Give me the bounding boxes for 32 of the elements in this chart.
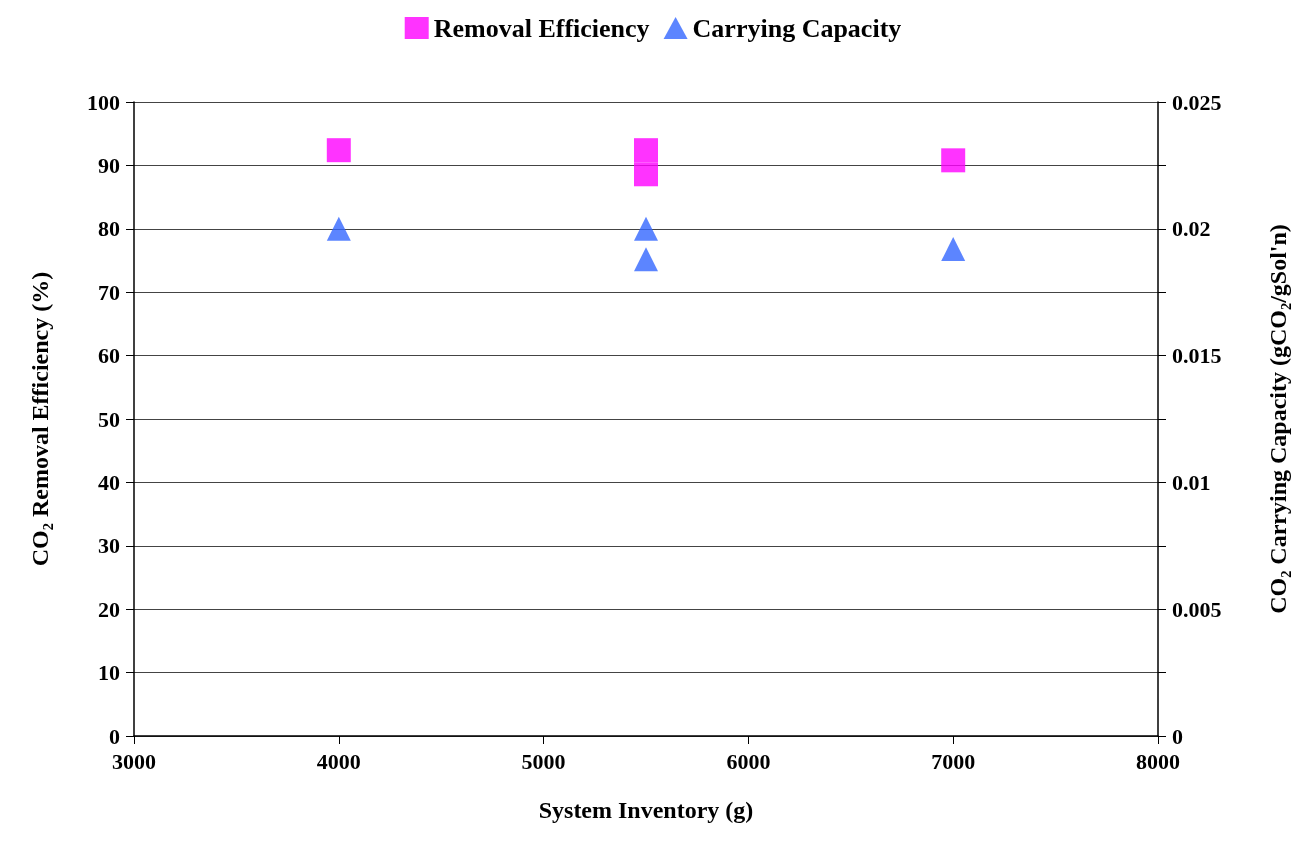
y-tick-label: 80 (98, 216, 120, 242)
y2-tick-label: 0.02 (1172, 216, 1211, 242)
y-axis-title: CO₂ Removal Efficiency (%) (27, 271, 53, 567)
point (941, 148, 966, 173)
y-tick-label: 30 (98, 533, 120, 559)
y2-tick-label: 0.01 (1172, 469, 1211, 495)
x-tick-label: 5000 (521, 748, 566, 774)
y-tick-label: 50 (98, 406, 120, 432)
y2-tick-label: 0.005 (1172, 596, 1222, 622)
y-tick-label: 70 (98, 279, 120, 305)
y-tick-label: 40 (98, 469, 120, 495)
y2-tick-label: 0 (1172, 723, 1183, 749)
y2-axis-title: CO₂ Carrying Capacity (gCO₂/gSol'n) (1265, 224, 1291, 614)
y-tick-label: 10 (98, 660, 120, 686)
legend-label: Carrying Capacity (692, 13, 902, 43)
y2-tick-label: 0.025 (1172, 89, 1222, 115)
legend-label: Removal Efficiency (433, 13, 650, 43)
x-tick-label: 8000 (1136, 748, 1180, 774)
y-tick-label: 100 (87, 89, 120, 115)
point (634, 138, 658, 163)
x-tick-label: 6000 (726, 748, 771, 774)
y-tick-label: 60 (98, 343, 120, 369)
x-axis-title: System Inventory (g) (538, 797, 754, 823)
point (326, 138, 351, 163)
x-tick-label: 4000 (316, 748, 361, 774)
y2-tick-label: 0.015 (1172, 343, 1222, 369)
x-tick-label: 3000 (112, 748, 156, 774)
y-tick-label: 20 (98, 596, 120, 622)
x-tick-label: 7000 (931, 748, 976, 774)
y-tick-label: 0 (109, 723, 120, 749)
point (634, 162, 658, 187)
y-tick-label: 90 (98, 152, 120, 178)
